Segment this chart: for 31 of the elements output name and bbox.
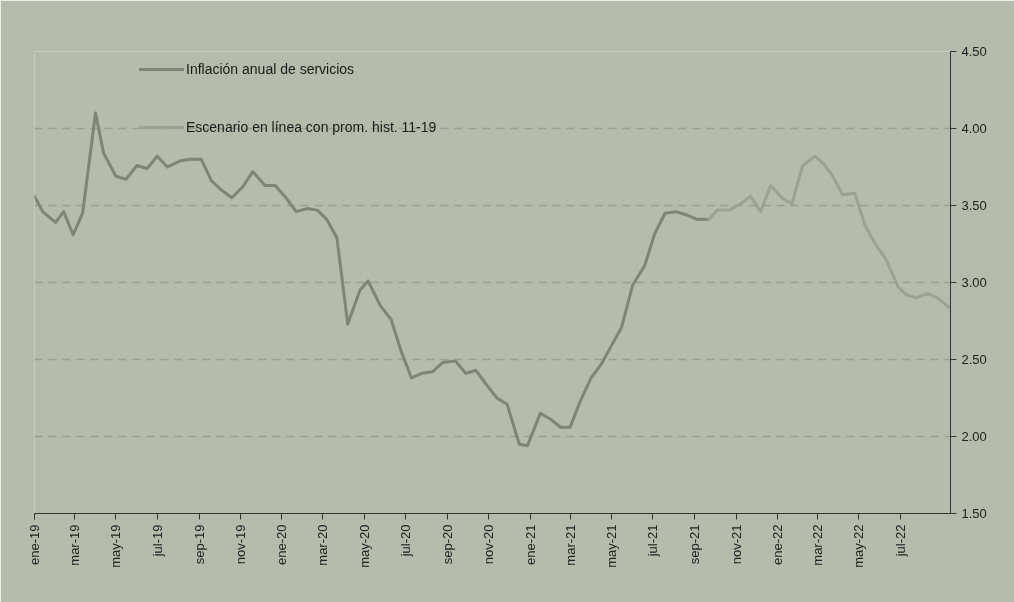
x-tick-label: may-20 (356, 524, 372, 568)
x-tick-label: jul-19 (149, 524, 165, 558)
x-tick-label: jul-22 (892, 524, 908, 558)
x-tick-label: mar-19 (67, 524, 82, 566)
y-tick-label: 3.00 (961, 275, 987, 290)
y-tick-label: 4.50 (961, 44, 987, 59)
x-tick-label: nov-20 (481, 524, 497, 565)
x-tick-label: mar-21 (562, 524, 578, 566)
x-tick-label: sep-21 (687, 524, 703, 565)
legend-label: Inflación anual de servicios (186, 61, 355, 77)
x-tick-label: sep-20 (439, 524, 455, 565)
x-tick-label: sep-19 (191, 524, 207, 565)
x-tick-label: nov-21 (728, 524, 744, 565)
x-tick-label: may-21 (603, 524, 619, 568)
x-tick-label: mar-20 (315, 524, 331, 566)
legend-label: Escenario en línea con prom. hist. 11-19 (186, 119, 437, 135)
y-tick-label: 4.00 (961, 121, 987, 136)
x-tick-label: ene-19 (27, 524, 42, 565)
y-tick-label: 1.50 (961, 506, 987, 521)
x-tick-label: may-19 (108, 524, 124, 568)
x-tick-label: ene-21 (522, 524, 538, 565)
y-tick-label: 2.50 (961, 352, 987, 367)
x-tick-label: ene-22 (770, 524, 786, 565)
x-tick-label: jul-20 (397, 524, 413, 558)
x-tick-label: nov-19 (233, 524, 249, 565)
x-tick-label: jul-21 (645, 524, 661, 558)
y-tick-label: 3.50 (961, 198, 987, 213)
x-tick-label: may-22 (851, 524, 867, 568)
x-tick-label: ene-20 (274, 524, 290, 565)
x-tick-label: mar-22 (810, 524, 826, 566)
y-tick-label: 2.00 (961, 429, 987, 444)
